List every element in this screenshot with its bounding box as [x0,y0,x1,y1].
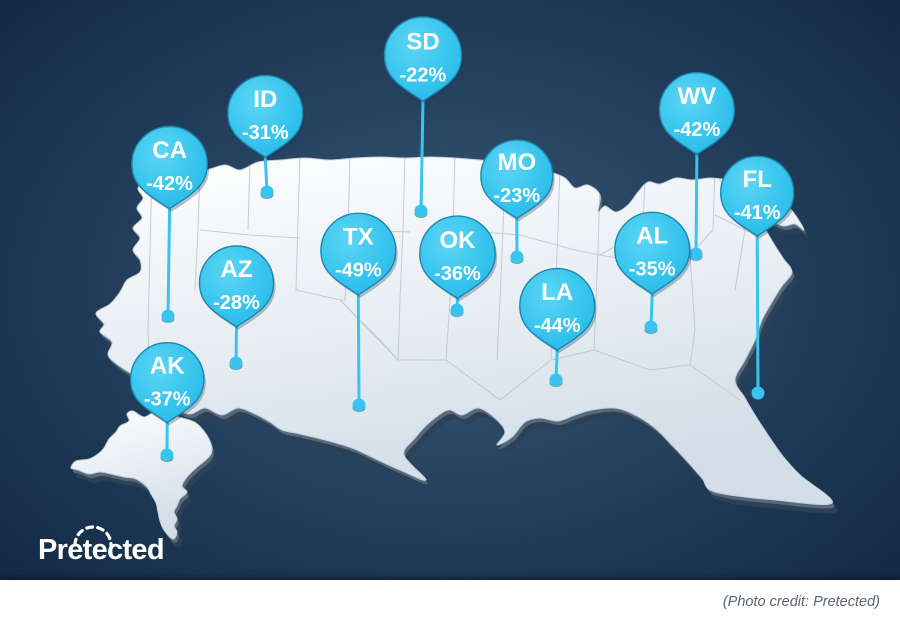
svg-text:-28%: -28% [213,292,260,314]
svg-text:-44%: -44% [534,315,581,337]
svg-text:FL: FL [743,166,772,193]
svg-text:ID: ID [253,86,277,113]
svg-text:-36%: -36% [434,263,481,285]
svg-text:-37%: -37% [144,388,191,410]
svg-text:MO: MO [497,149,536,176]
svg-text:CA: CA [152,137,187,164]
svg-text:AL: AL [636,223,668,250]
svg-text:-49%: -49% [335,260,382,282]
svg-text:WV: WV [678,83,717,110]
svg-text:-41%: -41% [734,202,781,224]
svg-text:-42%: -42% [674,119,721,141]
svg-text:-22%: -22% [400,65,447,87]
svg-text:-31%: -31% [242,122,289,144]
svg-text:-35%: -35% [629,259,676,281]
svg-text:LA: LA [541,279,573,306]
svg-text:-42%: -42% [146,173,193,195]
svg-text:OK: OK [440,227,477,254]
svg-text:SD: SD [406,29,439,56]
svg-text:AK: AK [150,352,185,379]
svg-text:AZ: AZ [221,256,253,283]
svg-text:TX: TX [343,224,374,251]
svg-text:-23%: -23% [493,185,540,207]
